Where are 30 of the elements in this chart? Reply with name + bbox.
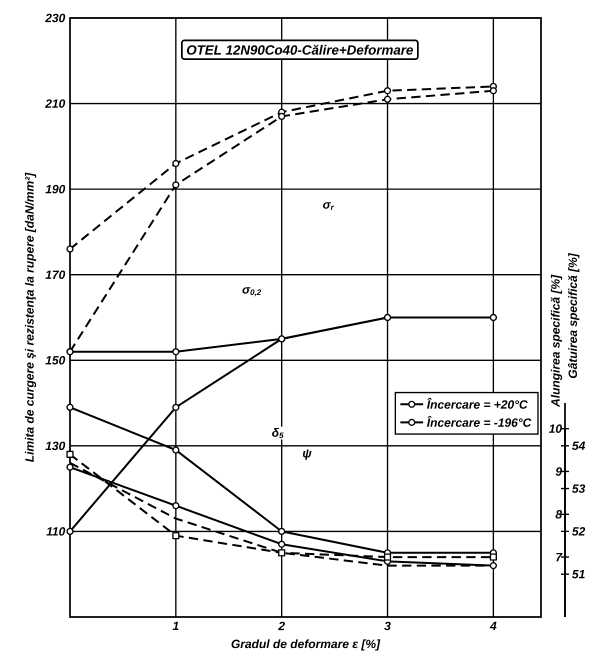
- x-tick-label: 3: [384, 622, 391, 630]
- annotation: σ$_{0,2}$: [242, 287, 262, 296]
- y3-tick-label: 53: [572, 484, 586, 493]
- y3-tick-label: 52: [572, 527, 586, 536]
- y-tick-label: 190: [45, 184, 66, 194]
- y3-tick-label: 54: [572, 442, 586, 450]
- y2-tick-label: 10: [548, 424, 562, 433]
- y3-tick-label: 51: [572, 570, 585, 578]
- x-tick-label: 2: [278, 622, 285, 630]
- annotation: σ$_{r}$: [323, 202, 334, 210]
- annotation: ψ: [302, 449, 312, 460]
- y-tick-label: 130: [45, 442, 66, 450]
- y-tick-label: 150: [45, 356, 66, 365]
- x-axis-title: Gradul de deformare ε [%]: [232, 639, 380, 651]
- y-axis-title: Limita de curgere şi rezistenţa la rupere [daN/mm²]: [24, 172, 36, 462]
- y-tick-label: 110: [46, 527, 66, 536]
- y2-axis-title: Alungirea specifică [%]: [550, 274, 562, 408]
- x-tick-label: 1: [172, 622, 179, 630]
- legend-label: Încercare = -196°C: [426, 416, 532, 427]
- x-tick-label: 4: [490, 622, 496, 630]
- y3-axis-title: Gâtuirea specifică [%]: [568, 252, 580, 378]
- y-tick-label: 210: [45, 99, 66, 108]
- y2-tick-label: 7: [556, 552, 563, 562]
- y-tick-label: 230: [45, 14, 66, 22]
- y2-tick-label: 8: [556, 510, 562, 519]
- text: OTEL 12N90Co40-Călire+Deformare: [186, 44, 414, 55]
- y-tick-label: 170: [45, 270, 66, 279]
- y2-tick-label: 9: [556, 467, 562, 476]
- annotation: δ$_{5}$: [272, 428, 284, 438]
- legend-label: Încercare = +20°C: [426, 398, 528, 409]
